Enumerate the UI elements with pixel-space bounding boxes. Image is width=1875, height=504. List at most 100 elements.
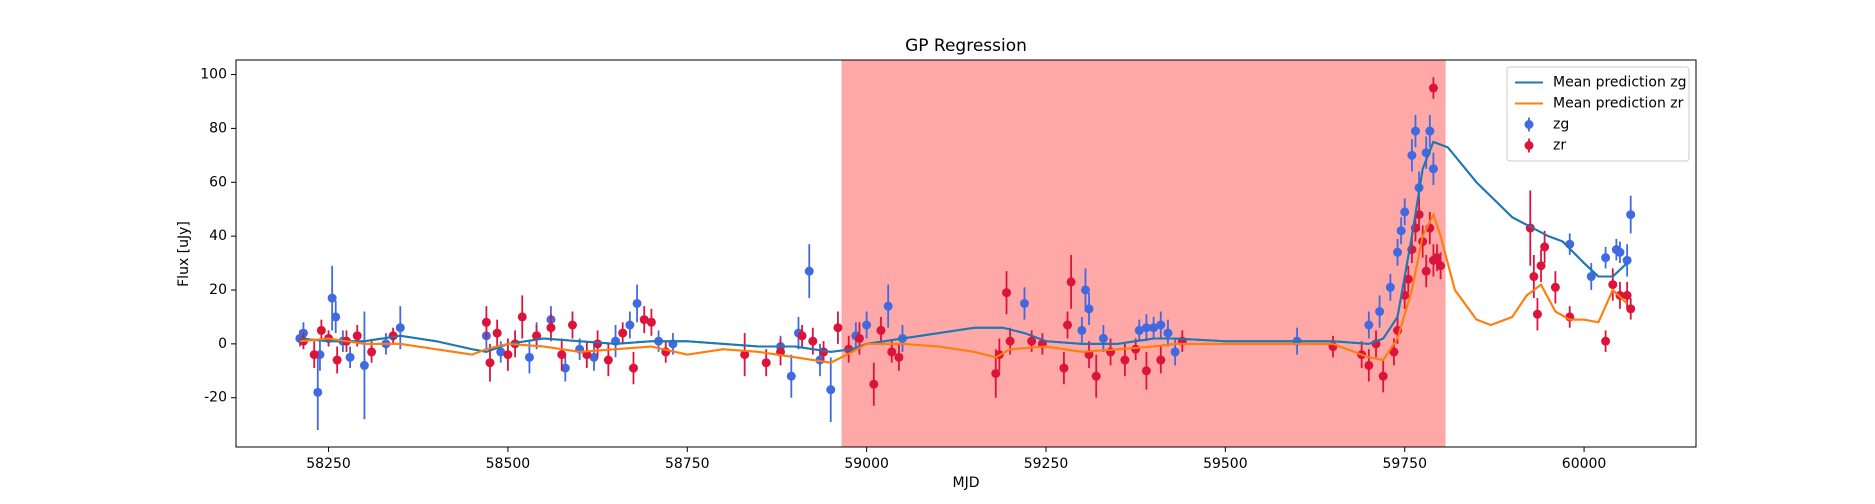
point	[485, 358, 495, 368]
point	[496, 347, 506, 357]
x-tick-label: 58500	[486, 456, 531, 472]
point	[887, 347, 897, 357]
point	[1626, 210, 1636, 220]
point	[1385, 282, 1395, 292]
point	[1163, 328, 1173, 338]
point	[1002, 288, 1012, 298]
point	[1536, 261, 1546, 271]
point	[1063, 320, 1073, 330]
shaded-span	[841, 60, 1446, 447]
point	[1586, 272, 1596, 282]
point	[1421, 266, 1431, 276]
y-axis-label: Flux [uJy]	[176, 221, 192, 287]
point	[557, 350, 567, 360]
point	[1400, 207, 1410, 217]
point	[1407, 150, 1417, 160]
point	[1131, 344, 1141, 354]
point	[1098, 333, 1108, 343]
point	[618, 328, 628, 338]
x-tick-label: 58750	[665, 456, 710, 472]
point	[808, 336, 818, 346]
point	[632, 298, 642, 308]
legend-box	[1506, 66, 1690, 162]
y-tick-label: 0	[218, 336, 227, 352]
point	[862, 320, 872, 330]
point	[1077, 325, 1087, 335]
point	[345, 352, 355, 362]
point	[1080, 285, 1090, 295]
point	[894, 352, 904, 362]
point	[1626, 304, 1636, 314]
point	[1059, 363, 1069, 373]
point	[332, 355, 342, 365]
point	[593, 339, 603, 349]
y-tick-label: -20	[204, 390, 227, 406]
point	[1389, 347, 1399, 357]
point	[395, 323, 405, 333]
point	[1414, 210, 1424, 220]
point	[1529, 272, 1539, 282]
point	[1550, 282, 1560, 292]
point	[1156, 355, 1166, 365]
legend-swatch	[1524, 120, 1534, 129]
point	[854, 333, 864, 343]
legend-label: zr	[1553, 138, 1566, 154]
point	[532, 331, 542, 341]
point	[826, 385, 836, 395]
y-tick-label: 80	[209, 120, 227, 136]
point	[524, 352, 534, 362]
point	[567, 320, 577, 330]
point	[628, 363, 638, 373]
point	[991, 368, 1001, 378]
point	[481, 317, 491, 327]
mean-line	[299, 140, 1628, 353]
x-tick-label: 59250	[1024, 456, 1069, 472]
point	[1378, 371, 1388, 381]
point	[1428, 83, 1438, 93]
point	[1066, 277, 1076, 287]
point	[1005, 336, 1015, 346]
point	[316, 325, 326, 335]
legend-label: zg	[1553, 117, 1569, 133]
point	[1428, 164, 1438, 174]
point	[1134, 325, 1144, 335]
point	[1141, 366, 1151, 376]
point	[1432, 253, 1442, 263]
point	[883, 301, 893, 311]
point	[1622, 290, 1632, 300]
point	[1149, 323, 1159, 333]
point	[1141, 323, 1151, 333]
point	[1156, 320, 1166, 330]
point	[1170, 347, 1180, 357]
chart-title: GP Regression	[905, 36, 1027, 56]
point	[1091, 371, 1101, 381]
point	[1608, 280, 1618, 290]
point	[1393, 247, 1403, 257]
point	[1375, 307, 1385, 317]
point	[546, 323, 556, 333]
y-tick-label: 40	[209, 228, 227, 244]
point	[517, 312, 527, 322]
legend-label: Mean prediction zg	[1553, 75, 1687, 91]
point	[1364, 360, 1374, 370]
point	[352, 331, 362, 341]
point	[1364, 320, 1374, 330]
point	[1084, 304, 1094, 314]
point	[1019, 298, 1029, 308]
x-tick-label: 59750	[1382, 456, 1427, 472]
point	[313, 387, 323, 397]
point	[327, 293, 337, 303]
point	[1425, 126, 1435, 136]
x-tick-label: 59000	[844, 456, 889, 472]
point	[786, 371, 796, 381]
point	[359, 360, 369, 370]
legend-label: Mean prediction zr	[1553, 96, 1684, 112]
point	[309, 350, 319, 360]
x-tick-label: 60000	[1562, 456, 1607, 472]
point	[625, 320, 635, 330]
point	[367, 347, 377, 357]
point	[1410, 126, 1420, 136]
point	[833, 323, 843, 333]
legend-swatch	[1524, 141, 1534, 150]
